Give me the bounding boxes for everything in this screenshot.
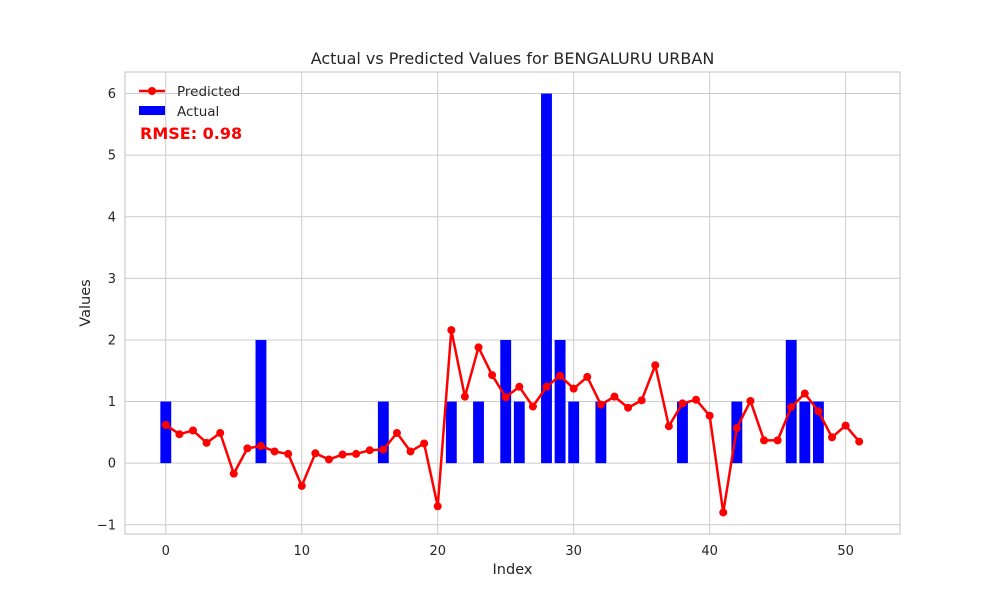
y-tick-label: 1 <box>108 395 116 410</box>
predicted-point <box>406 447 415 456</box>
predicted-point <box>692 395 701 404</box>
x-tick-label: 0 <box>162 544 170 559</box>
predicted-point <box>311 449 320 458</box>
actual-bar <box>513 401 525 464</box>
predicted-point <box>229 469 238 478</box>
actual-bar <box>677 401 688 464</box>
x-axis-label: Index <box>493 562 533 578</box>
predicted-point <box>773 436 782 445</box>
predicted-point <box>284 449 293 458</box>
actual-bar <box>500 339 512 464</box>
predicted-point <box>216 428 225 437</box>
predicted-point <box>324 455 333 464</box>
predicted-point <box>474 343 483 352</box>
y-tick-label: 3 <box>108 272 116 287</box>
actual-bar <box>554 339 566 464</box>
legend-actual-swatch <box>139 106 165 115</box>
y-tick-label: 2 <box>108 333 116 348</box>
legend-predicted-label: Predicted <box>177 84 240 100</box>
predicted-point <box>256 441 265 450</box>
predicted-point <box>855 437 864 446</box>
y-tick-label: 6 <box>108 87 116 102</box>
actual-bar <box>473 401 484 464</box>
actual-bar <box>812 401 824 464</box>
predicted-point <box>828 433 837 442</box>
predicted-point <box>270 447 279 456</box>
predicted-point <box>556 371 565 380</box>
predicted-point <box>202 438 211 447</box>
predicted-point <box>433 502 442 511</box>
predicted-point <box>637 396 646 405</box>
legend-predicted-marker <box>148 87 156 95</box>
x-tick-label: 10 <box>293 544 310 559</box>
predicted-point <box>379 445 388 454</box>
actual-bar <box>377 401 389 464</box>
x-tick-label: 20 <box>429 544 446 559</box>
predicted-point <box>719 508 728 517</box>
grid-lines <box>125 72 900 534</box>
actual-bar <box>568 401 580 464</box>
axis-ticks: 0 10 20 30 40 50 −1 0 1 2 3 4 5 6 <box>97 87 854 559</box>
predicted-point <box>338 450 347 459</box>
predicted-point <box>841 421 850 430</box>
predicted-point <box>392 428 401 437</box>
x-tick-label: 30 <box>565 544 582 559</box>
rmse-annotation: RMSE: 0.98 <box>140 124 242 143</box>
y-tick-label: 5 <box>108 149 116 164</box>
predicted-point <box>651 361 660 370</box>
y-tick-label: 4 <box>108 210 116 225</box>
predicted-point <box>420 439 429 448</box>
actual-bar <box>541 93 552 464</box>
predicted-point <box>243 444 252 453</box>
legend: Predicted Actual RMSE: 0.98 <box>139 84 242 143</box>
predicted-line <box>161 326 864 517</box>
predicted-point <box>352 449 361 458</box>
x-tick-label: 40 <box>701 544 718 559</box>
y-tick-label: −1 <box>97 518 116 533</box>
predicted-point <box>175 430 184 439</box>
x-tick-label: 50 <box>837 544 854 559</box>
actual-bar <box>799 401 811 464</box>
y-axis-label: Values <box>78 279 94 326</box>
predicted-point <box>297 481 306 490</box>
predicted-point <box>787 403 796 412</box>
predicted-point <box>732 424 741 433</box>
predicted-point <box>583 372 592 381</box>
predicted-point <box>542 382 551 391</box>
predicted-point <box>664 422 673 431</box>
chart-title: Actual vs Predicted Values for BENGALURU… <box>311 49 715 68</box>
predicted-point <box>624 403 633 412</box>
predicted-point <box>800 389 809 398</box>
predicted-point <box>188 426 197 435</box>
legend-actual-label: Actual <box>177 104 219 120</box>
actual-bar <box>160 401 172 464</box>
predicted-point <box>365 446 374 455</box>
plot-frame <box>124 71 901 535</box>
actual-bar <box>445 401 457 464</box>
predicted-point <box>528 402 537 411</box>
predicted-point <box>569 384 578 393</box>
y-tick-label: 0 <box>108 457 116 472</box>
predicted-point <box>705 411 714 420</box>
predicted-point <box>760 436 769 445</box>
predicted-point <box>814 407 823 416</box>
predicted-point <box>460 392 469 401</box>
predicted-point <box>596 400 605 409</box>
predicted-point <box>501 393 510 402</box>
predicted-point <box>447 326 456 335</box>
predicted-series-line <box>165 328 861 514</box>
predicted-point <box>488 371 497 380</box>
predicted-point <box>161 420 170 429</box>
actual-bar <box>595 401 607 464</box>
predicted-point <box>746 396 755 405</box>
predicted-point <box>678 399 687 408</box>
predicted-point <box>610 392 619 401</box>
actual-bar <box>785 339 797 464</box>
predicted-point <box>515 382 524 391</box>
actual-bar <box>255 339 267 464</box>
